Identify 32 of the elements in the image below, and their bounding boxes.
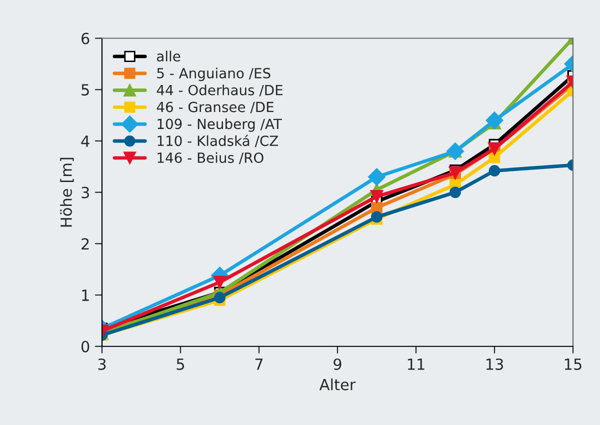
y-tick-label: 2 bbox=[82, 238, 89, 250]
y-tick-label: 1 bbox=[82, 290, 89, 301]
point bbox=[448, 166, 462, 180]
point bbox=[486, 112, 504, 130]
legend-label: 146 - Beius /RO bbox=[158, 152, 264, 164]
point bbox=[213, 276, 226, 289]
point bbox=[368, 168, 386, 186]
x-tick-label: 3 bbox=[98, 358, 106, 370]
y-tick-label: 3 bbox=[82, 186, 89, 198]
x-tick-label: 15 bbox=[564, 358, 582, 370]
point bbox=[370, 190, 384, 203]
y-tick-label: 4 bbox=[81, 136, 90, 147]
point bbox=[450, 186, 461, 198]
x-tick-label: 5 bbox=[176, 358, 184, 370]
legend-label: 44 - Oderhaus /DE bbox=[156, 84, 282, 96]
x-tick-label: 11 bbox=[408, 358, 424, 370]
legend-label: 46 - Gransee /DE bbox=[156, 102, 274, 114]
point bbox=[488, 165, 500, 176]
legend-label: alle bbox=[157, 50, 180, 62]
y-tick-label: 5 bbox=[82, 84, 89, 96]
legend-label: 110 - Kladská /CZ bbox=[158, 134, 278, 148]
point bbox=[371, 202, 382, 214]
y-tick-label: 6 bbox=[82, 32, 90, 44]
x-axis-title: Alter bbox=[319, 378, 356, 390]
x-tick-label: 13 bbox=[486, 358, 503, 370]
legend-label: 109 - Neuberg /AT bbox=[158, 118, 282, 132]
y-tick-label: 0 bbox=[81, 340, 90, 352]
x-tick-label: 9 bbox=[334, 358, 342, 370]
y-axis-title: Höhe [m] bbox=[60, 158, 74, 227]
x-tick-label: 7 bbox=[255, 358, 263, 370]
point bbox=[214, 292, 226, 304]
legend-label: 5 - Anguiano /ES bbox=[157, 68, 270, 82]
